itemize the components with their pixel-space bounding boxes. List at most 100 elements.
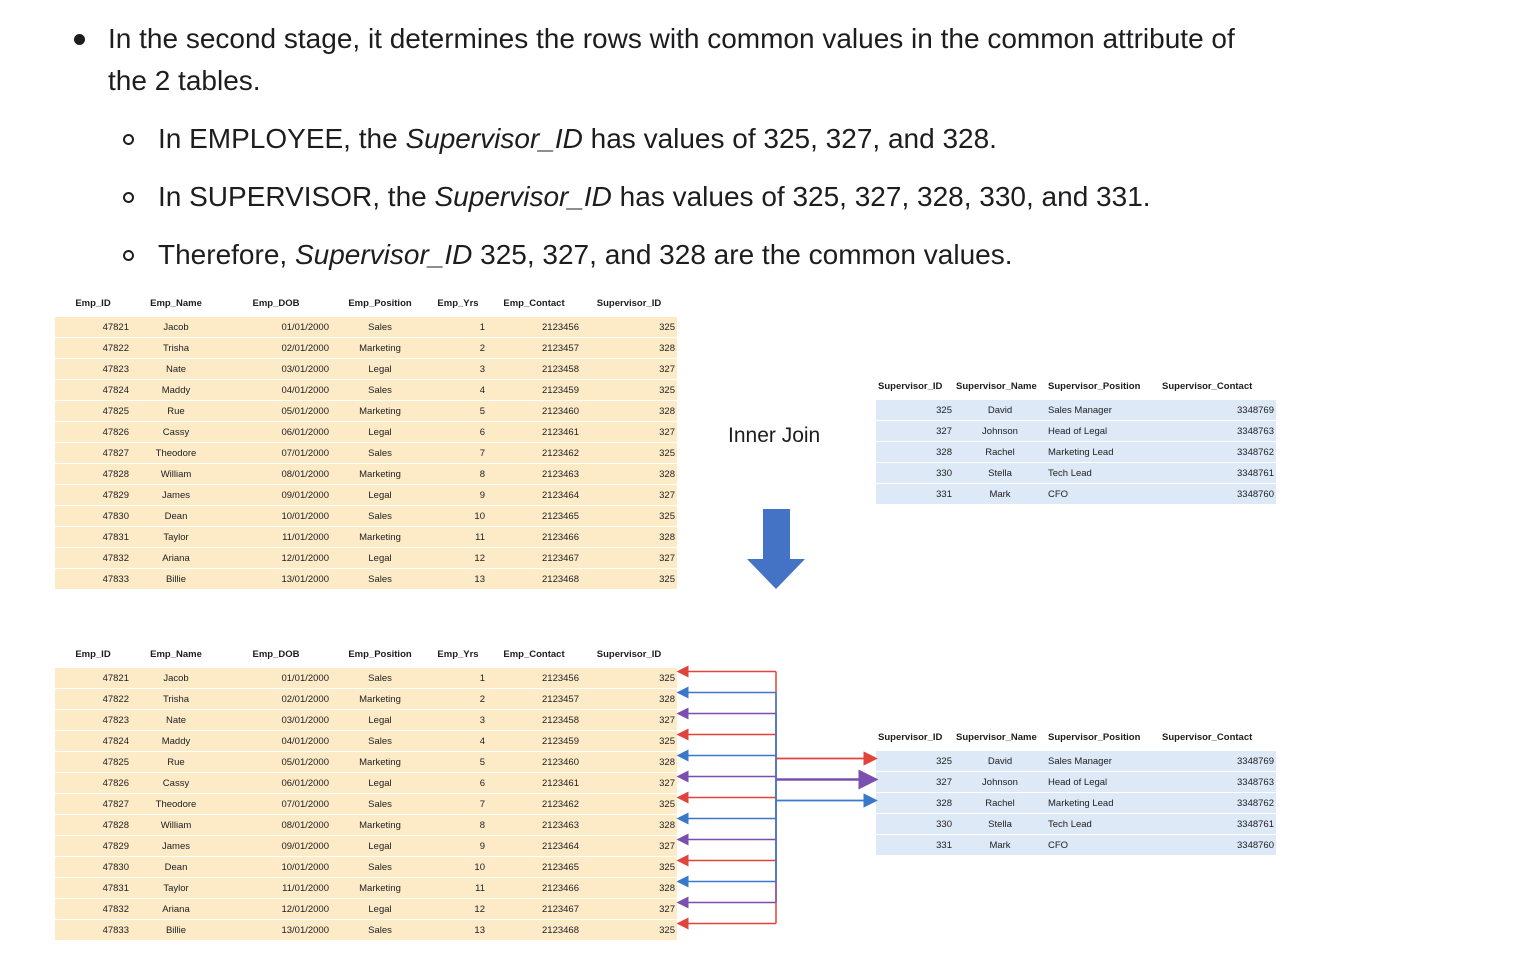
employee-row: 47824 Maddy 04/01/2000 Sales 4 2123459 325	[55, 730, 677, 752]
table-cell: 328	[581, 688, 677, 710]
employee-row: 47828 William 08/01/2000 Marketing 8 2123463 3…	[55, 814, 677, 836]
table-cell: 3348761	[1160, 462, 1276, 484]
table-cell: 325	[581, 316, 677, 338]
table-cell: 328	[876, 441, 954, 463]
table-cell: 327	[876, 420, 954, 442]
table-cell: 2123464	[487, 835, 581, 857]
employee-row: 47833 Billie 13/01/2000 Sales 13 2123468 325	[55, 919, 677, 941]
table-cell: 3348760	[1160, 834, 1276, 856]
table-cell: Sales	[331, 316, 429, 338]
table-cell: 10	[429, 856, 487, 878]
table-cell: David	[954, 399, 1046, 421]
table-cell: 2123457	[487, 337, 581, 359]
table-cell: Sales	[331, 442, 429, 464]
table-cell: 3348769	[1160, 750, 1276, 772]
table-cell: Marketing	[331, 814, 429, 836]
table-cell: 13	[429, 919, 487, 941]
table-cell: 2123465	[487, 856, 581, 878]
supervisor-row: 327 Johnson Head of Legal 3348763	[876, 420, 1276, 442]
table-cell: Marketing	[331, 337, 429, 359]
employee-row: 47830 Dean 10/01/2000 Sales 10 2123465 325	[55, 505, 677, 527]
sub1-text-em: Supervisor_ID	[405, 123, 583, 154]
employee-row: 47823 Nate 03/01/2000 Legal 3 2123458 327	[55, 709, 677, 731]
column-header: Emp_DOB	[221, 641, 331, 668]
employee-row: 47826 Cassy 06/01/2000 Legal 6 2123461 327	[55, 421, 677, 443]
employee-row: 47825 Rue 05/01/2000 Marketing 5 2123460 328	[55, 400, 677, 422]
table-cell: 11	[429, 526, 487, 548]
table-cell: 328	[581, 400, 677, 422]
supervisor-table-bottom: Supervisor_ID Supervisor_Name Supervisor_P…	[876, 724, 1276, 856]
table-cell: CFO	[1046, 483, 1160, 505]
table-cell: 1	[429, 316, 487, 338]
table-cell: Mark	[954, 483, 1046, 505]
table-cell: Maddy	[131, 379, 221, 401]
table-cell: Legal	[331, 358, 429, 380]
table-cell: 47824	[55, 379, 131, 401]
table-cell: Theodore	[131, 793, 221, 815]
table-cell: 47831	[55, 526, 131, 548]
table-cell: 12/01/2000	[221, 898, 331, 920]
table-cell: 47829	[55, 484, 131, 506]
table-cell: 327	[581, 709, 677, 731]
table-cell: 330	[876, 462, 954, 484]
table-cell: Sales	[331, 505, 429, 527]
table-cell: 331	[876, 834, 954, 856]
table-cell: Sales	[331, 379, 429, 401]
sub-bullet-circle	[123, 250, 134, 261]
table-cell: James	[131, 484, 221, 506]
table-cell: Jacob	[131, 667, 221, 689]
table-cell: 325	[581, 793, 677, 815]
table-cell: 47828	[55, 463, 131, 485]
table-cell: 47825	[55, 751, 131, 773]
table-cell: 3348769	[1160, 399, 1276, 421]
table-cell: 47826	[55, 772, 131, 794]
table-cell: 2123467	[487, 547, 581, 569]
table-cell: Maddy	[131, 730, 221, 752]
table-cell: Stella	[954, 813, 1046, 835]
employee-row: 47821 Jacob 01/01/2000 Sales 1 2123456 325	[55, 667, 677, 689]
table-cell: 330	[876, 813, 954, 835]
table-cell: 328	[581, 877, 677, 899]
table-cell: 7	[429, 793, 487, 815]
table-cell: 13/01/2000	[221, 919, 331, 941]
employee-header-row: Emp_ID Emp_Name Emp_DOB Emp_Position Emp_Yrs…	[55, 290, 677, 317]
table-cell: 325	[876, 399, 954, 421]
employee-row: 47826 Cassy 06/01/2000 Legal 6 2123461 327	[55, 772, 677, 794]
employee-row: 47824 Maddy 04/01/2000 Sales 4 2123459 325	[55, 379, 677, 401]
table-cell: 47831	[55, 877, 131, 899]
table-cell: 03/01/2000	[221, 358, 331, 380]
column-header: Emp_Yrs	[429, 641, 487, 668]
table-cell: Legal	[331, 772, 429, 794]
table-cell: 2123468	[487, 568, 581, 590]
supervisor-row: 328 Rachel Marketing Lead 3348762	[876, 441, 1276, 463]
supervisor-row: 325 David Sales Manager 3348769	[876, 399, 1276, 421]
table-cell: 5	[429, 751, 487, 773]
table-cell: Nate	[131, 709, 221, 731]
employee-row: 47830 Dean 10/01/2000 Sales 10 2123465 325	[55, 856, 677, 878]
employee-row: 47822 Trisha 02/01/2000 Marketing 2 2123457 32…	[55, 337, 677, 359]
table-cell: Stella	[954, 462, 1046, 484]
table-cell: 328	[581, 814, 677, 836]
employee-row: 47832 Ariana 12/01/2000 Legal 12 2123467 327	[55, 547, 677, 569]
table-cell: 47830	[55, 505, 131, 527]
sub-bullet-item: Therefore, Supervisor_ID 325, 327, and 3…	[68, 234, 1268, 276]
sub-bullet-circle	[123, 134, 134, 145]
table-cell: 325	[876, 750, 954, 772]
table-cell: Nate	[131, 358, 221, 380]
table-cell: Sales	[331, 730, 429, 752]
table-cell: David	[954, 750, 1046, 772]
bullet-main-text: In the second stage, it determines the r…	[108, 23, 1235, 96]
table-cell: 05/01/2000	[221, 751, 331, 773]
table-cell: 2123461	[487, 772, 581, 794]
employee-header-row: Emp_ID Emp_Name Emp_DOB Emp_Position Emp_Yrs…	[55, 641, 677, 668]
table-cell: 325	[581, 919, 677, 941]
supervisor-row: 330 Stella Tech Lead 3348761	[876, 462, 1276, 484]
table-cell: 47826	[55, 421, 131, 443]
bullet-dot	[74, 34, 85, 45]
table-cell: Marketing	[331, 463, 429, 485]
table-cell: 2123462	[487, 793, 581, 815]
sub-bullet-item: In SUPERVISOR, the Supervisor_ID has val…	[68, 176, 1268, 218]
table-cell: Johnson	[954, 771, 1046, 793]
supervisor-row: 325 David Sales Manager 3348769	[876, 750, 1276, 772]
employee-row: 47823 Nate 03/01/2000 Legal 3 2123458 327	[55, 358, 677, 380]
